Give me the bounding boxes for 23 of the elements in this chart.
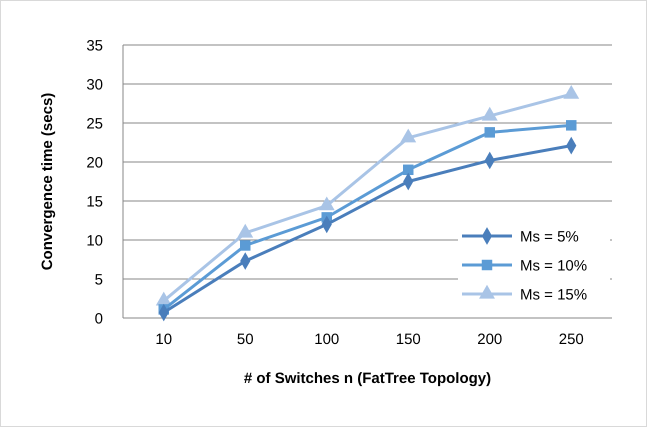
x-axis-title: # of Switches n (FatTree Topology) — [244, 370, 492, 387]
point — [240, 240, 250, 251]
legend-label: Ms = 15% — [520, 286, 588, 304]
y-tick-label: 15 — [86, 193, 103, 210]
y-axis-title: Convergence time (secs) — [39, 92, 56, 270]
y-tick-label: 10 — [86, 232, 103, 250]
x-tick-label: 10 — [155, 331, 172, 348]
point — [484, 127, 495, 138]
point — [403, 164, 414, 176]
legend-label: Ms = 10% — [520, 257, 588, 274]
x-tick-label: 150 — [396, 331, 421, 348]
y-tick-label: 0 — [94, 310, 103, 328]
y-tick-label: 25 — [86, 115, 103, 132]
y-tick-label: 5 — [94, 271, 103, 288]
point — [566, 120, 576, 131]
x-tick-label: 250 — [558, 331, 584, 348]
x-tick-label: 100 — [314, 331, 340, 348]
y-tick-label: 30 — [86, 76, 103, 94]
y-tick-label: 35 — [86, 37, 103, 54]
x-tick-label: 50 — [236, 331, 254, 348]
legend-label: Ms = 5% — [520, 228, 579, 246]
y-tick-label: 20 — [86, 154, 103, 172]
x-tick-label: 200 — [477, 331, 502, 348]
